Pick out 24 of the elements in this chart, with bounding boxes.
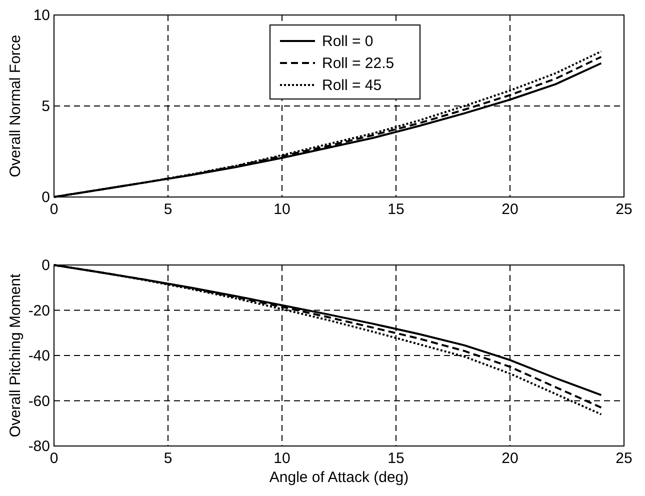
x-tick-label: 20	[502, 450, 518, 467]
x-tick-label: 10	[274, 201, 290, 218]
y-tick-label: -60	[28, 392, 50, 410]
y-axis-title: Overall Normal Force	[7, 34, 24, 178]
x-axis-title: Angle of Attack (deg)	[269, 469, 409, 486]
legend-label: Roll = 0	[322, 33, 374, 50]
y-tick-label: 0	[42, 189, 50, 206]
x-tick-label: 5	[164, 450, 172, 467]
legend-label: Roll = 45	[322, 77, 382, 94]
x-tick-label: 20	[502, 201, 518, 218]
x-tick-label: 5	[164, 201, 172, 218]
x-tick-label: 15	[388, 450, 404, 467]
y-tick-label: 0	[42, 257, 50, 274]
y-tick-label: 10	[33, 7, 50, 24]
y-tick-label: -20	[28, 302, 50, 320]
x-tick-label: 10	[274, 450, 290, 467]
y-axis-title: Overall Pitching Moment	[7, 272, 24, 438]
legend-label: Roll = 22.5	[322, 55, 394, 72]
y-tick-label: 5	[42, 98, 50, 115]
x-tick-label: 25	[616, 450, 632, 467]
x-tick-label: 25	[616, 201, 632, 218]
y-tick-label: -80	[28, 438, 50, 455]
x-tick-label: 15	[388, 201, 404, 218]
y-tick-label: -40	[28, 348, 50, 364]
